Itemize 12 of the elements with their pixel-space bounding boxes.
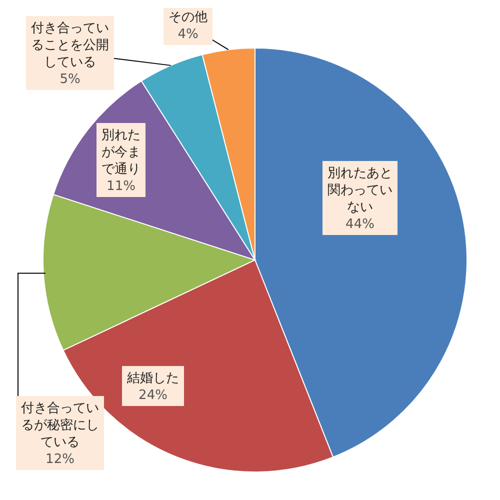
data-label: 12% xyxy=(46,452,74,467)
slice-label: 別れたが今まで通り xyxy=(102,128,140,177)
data-label: 24% xyxy=(138,388,168,403)
slice-label: その他 xyxy=(168,10,208,25)
slice-label: 付き合っていることを公開している xyxy=(30,21,109,70)
data-label: 5% xyxy=(60,72,80,87)
slice-label: 結婚した xyxy=(126,371,179,386)
slice-label: 付き合っているが秘密にしている xyxy=(20,401,99,450)
slice-label: 別れたあと関わっていない xyxy=(328,166,392,215)
data-label: 44% xyxy=(346,217,374,232)
data-label: 11% xyxy=(106,179,136,194)
data-label: 4% xyxy=(178,27,198,42)
